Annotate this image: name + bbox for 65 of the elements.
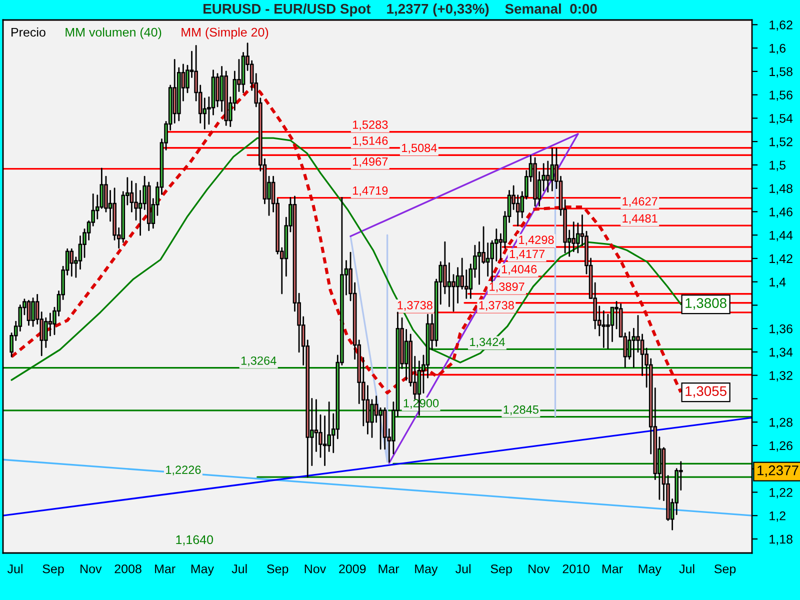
annotation: 1,3738 [479,301,514,311]
y-tick-label: 1,18 [770,534,792,546]
annotation: 1,2226 [166,466,201,476]
x-tick-label: Mar [602,564,623,574]
x-tick-label: May [638,564,662,576]
y-tick-label: 1,62 [770,20,792,31]
x-tick-label: Sep [490,564,512,576]
y-tick-label: 1,56 [770,90,792,101]
annotation: 1,5283 [352,120,388,130]
annotation: 1,3738 [398,301,432,311]
data-label: 1,3055 [686,386,726,398]
x-tick-label: Jul [679,564,694,574]
annotation: 1,4481 [622,214,658,224]
x-tick-label: Sep [714,564,736,576]
y-tick-label: 1,48 [770,184,792,194]
y-tick-label: 1,6 [770,44,786,54]
y-tick-label: 1,34 [770,348,793,358]
y-tick-label: 1,26 [770,441,792,452]
x-tick-label: Nov [528,564,550,574]
y-tick-label: 1,32 [770,371,792,382]
x-tick-label: Sep [42,564,64,576]
x-tick-label: 2008 [114,564,142,574]
y-tick-label: 1,52 [770,137,792,148]
annotation: 1,4177 [510,250,545,260]
annotation: 1,3424 [470,338,505,348]
x-tick-label: May [191,564,214,576]
x-tick-label: 2009 [339,564,366,574]
text: 1,2377 [758,465,798,477]
x-tick-label: 2010 [562,564,590,574]
y-tick-label: 1,46 [770,207,792,218]
x-tick-label: Jul [7,564,22,574]
y-tick-label: 1,4 [770,278,786,288]
chart-title: EURUSD - EUR/USD Spot 1,2377 (+0,33%) Semanal 0:00 [204,4,597,16]
x-tick-label: Mar [155,564,176,574]
x-tick-label: Jul [456,564,470,574]
annotation: 1,2845 [504,405,538,416]
y-tick-label: 1,58 [770,67,792,78]
annotation: 1,4298 [519,236,554,246]
y-tick-label: 1,28 [770,418,792,428]
text: MM volumen (40) [66,28,162,40]
data-label: 1,3808 [686,298,726,310]
y-tick-label: 1,2 [770,511,786,522]
annotation: 1,4627 [622,197,658,207]
x-tick-label: Mar [378,564,400,574]
y-tick-label: 1,5 [770,160,786,172]
text: MM (Simple 20) [182,28,268,40]
x-tick-label: Nov [80,564,102,574]
annotation: 1,3264 [241,356,276,366]
annotation: 1,3897 [490,282,524,292]
x-tick-label: Jul [232,564,247,574]
x-tick-label: Nov [304,564,326,574]
y-tick-label: 1,54 [770,114,793,124]
text: Precio [12,28,46,37]
y-tick-label: 1,42 [770,254,792,265]
annotation: 1,1640 [176,535,214,546]
x-tick-label: Sep [267,564,288,576]
y-tick-label: 1,36 [770,324,792,335]
y-tick-label: 1,44 [770,231,793,242]
annotation: 1,5146 [352,136,388,146]
annotation: 1,4967 [352,157,388,168]
x-tick-label: May [415,564,438,576]
annotation: 1,4719 [352,186,388,196]
annotation: 1,5084 [402,144,437,154]
y-tick-label: 1,22 [770,488,792,498]
annotation: 1,4046 [502,265,537,275]
